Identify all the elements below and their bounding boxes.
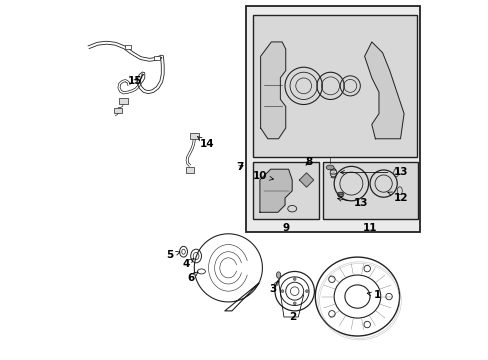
Text: 4: 4 xyxy=(183,259,193,269)
Bar xyxy=(153,56,159,60)
Bar xyxy=(185,167,194,173)
Text: 10: 10 xyxy=(252,171,273,181)
Circle shape xyxy=(293,278,296,280)
Bar xyxy=(253,15,416,157)
Circle shape xyxy=(305,290,308,293)
Polygon shape xyxy=(299,173,313,187)
Bar xyxy=(125,45,131,49)
Text: 7: 7 xyxy=(236,162,243,172)
Text: 13: 13 xyxy=(337,197,367,208)
Text: 12: 12 xyxy=(387,192,407,203)
Text: 1: 1 xyxy=(366,291,380,301)
Polygon shape xyxy=(194,234,262,311)
Text: 11: 11 xyxy=(362,224,377,233)
Text: 8: 8 xyxy=(305,157,312,167)
Bar xyxy=(252,162,319,220)
Bar xyxy=(114,108,122,113)
Bar xyxy=(189,134,199,139)
Text: 15: 15 xyxy=(128,76,142,86)
Circle shape xyxy=(281,290,284,293)
Ellipse shape xyxy=(276,272,280,278)
Ellipse shape xyxy=(325,165,333,170)
Text: 14: 14 xyxy=(197,136,214,149)
Polygon shape xyxy=(260,42,285,139)
Circle shape xyxy=(293,302,296,305)
Text: 3: 3 xyxy=(269,281,278,294)
Text: 13: 13 xyxy=(340,167,407,177)
Text: 5: 5 xyxy=(166,250,180,260)
Polygon shape xyxy=(364,42,403,139)
Text: 6: 6 xyxy=(187,272,198,283)
Bar xyxy=(119,98,127,104)
Bar xyxy=(322,162,417,220)
Text: 2: 2 xyxy=(289,312,296,322)
Text: 9: 9 xyxy=(282,224,289,233)
Bar xyxy=(246,6,419,232)
Polygon shape xyxy=(260,169,292,212)
